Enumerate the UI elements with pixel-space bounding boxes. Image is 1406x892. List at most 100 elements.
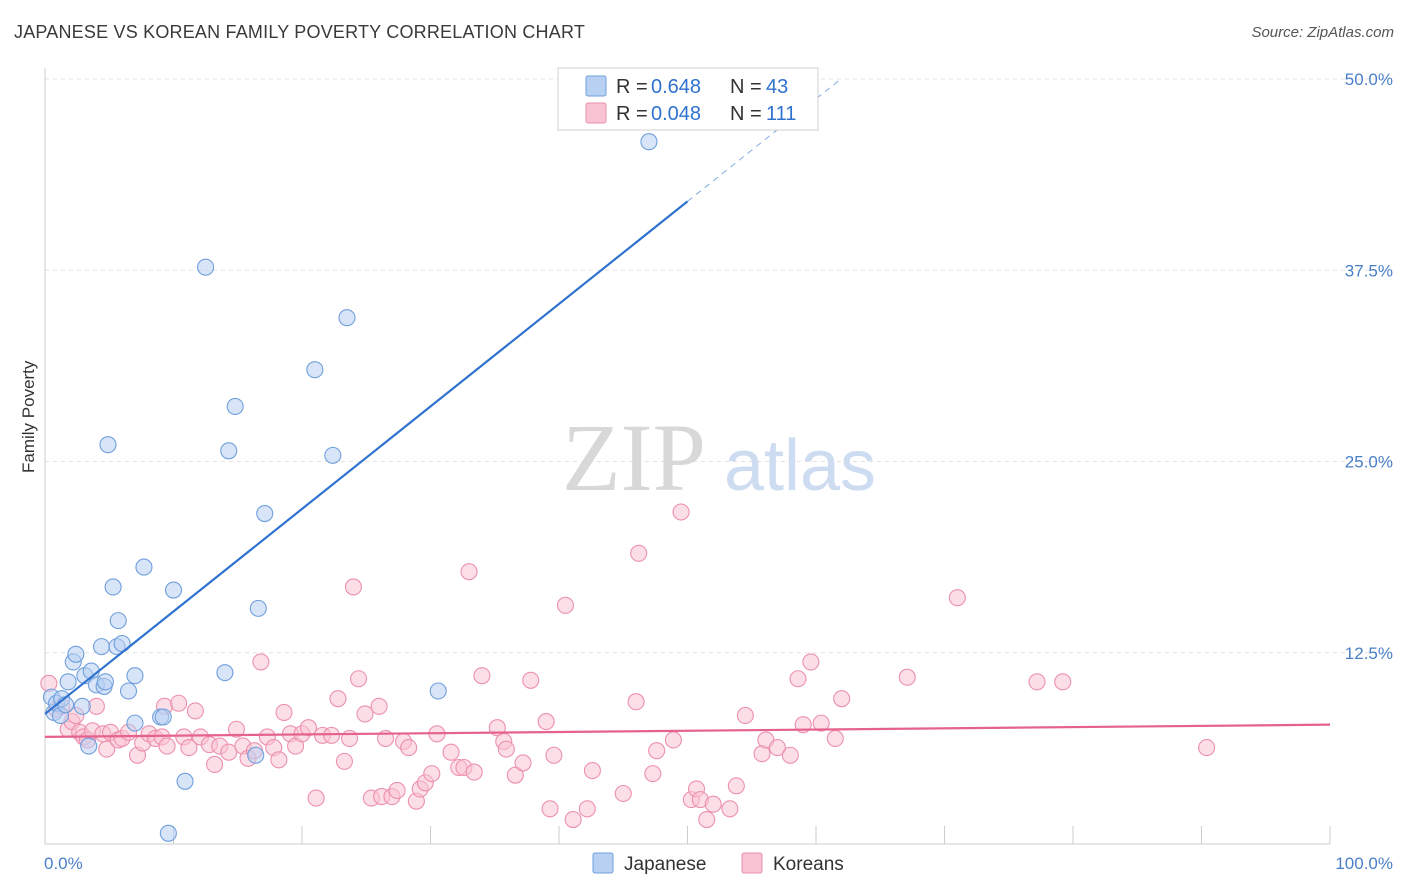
korean-point-50 bbox=[335, 752, 353, 770]
japanese-point-33 bbox=[226, 397, 244, 415]
japanese-point-40 bbox=[429, 682, 447, 700]
japanese-r-value: 0.648 bbox=[651, 76, 701, 98]
japanese-n-value: 43 bbox=[766, 76, 788, 98]
japanese-point-25 bbox=[135, 558, 153, 576]
korean-point-68 bbox=[442, 743, 460, 761]
korean-point-89 bbox=[630, 544, 648, 562]
korean-point-80 bbox=[537, 713, 555, 731]
japanese-legend-swatch bbox=[585, 75, 607, 97]
korean-point-110 bbox=[833, 690, 851, 708]
korean-point-51 bbox=[340, 729, 359, 747]
korean-point-54 bbox=[356, 705, 374, 723]
korean-legend-swatch bbox=[585, 102, 607, 124]
series-legend: Japanese Koreans bbox=[592, 852, 844, 875]
korean-point-104 bbox=[768, 739, 787, 757]
korean-point-41 bbox=[275, 703, 293, 721]
korean-point-49 bbox=[329, 690, 347, 708]
korean-point-108 bbox=[812, 714, 830, 732]
watermark: ZIP atlas bbox=[562, 404, 876, 511]
korean-point-77 bbox=[506, 766, 524, 784]
korean-point-91 bbox=[648, 742, 666, 760]
korean-r-label: R = bbox=[616, 103, 648, 125]
korean-point-114 bbox=[1198, 739, 1216, 757]
korean-point-113 bbox=[1054, 673, 1072, 691]
y-tick-label-3: 50.0% bbox=[1345, 70, 1393, 89]
korean-point-0 bbox=[40, 674, 58, 692]
korean-point-90 bbox=[644, 765, 662, 783]
korean-point-66 bbox=[423, 765, 441, 783]
korean-point-84 bbox=[564, 810, 582, 829]
japanese-bottom-swatch bbox=[592, 852, 614, 874]
japanese-point-42 bbox=[159, 824, 177, 842]
korean-point-87 bbox=[614, 784, 632, 803]
korean-point-12 bbox=[98, 740, 116, 758]
tick-labels: 12.5% 25.0% 37.5% 50.0% 0.0% 100.0% bbox=[44, 70, 1393, 873]
korean-point-46 bbox=[307, 789, 325, 807]
korean-point-85 bbox=[578, 800, 596, 818]
korean-point-82 bbox=[545, 746, 563, 764]
korean-point-116 bbox=[789, 670, 807, 688]
japanese-point-27 bbox=[154, 708, 172, 726]
korean-point-26 bbox=[180, 739, 198, 757]
chart-title: JAPANESE VS KOREAN FAMILY POVERTY CORREL… bbox=[14, 22, 586, 42]
japanese-point-9 bbox=[73, 697, 91, 715]
korean-bottom-swatch bbox=[741, 852, 763, 874]
korean-n-value: 111 bbox=[766, 103, 796, 125]
x-tick-label-1: 100.0% bbox=[1335, 854, 1393, 873]
korean-point-78 bbox=[514, 754, 532, 772]
korean-point-93 bbox=[672, 503, 690, 521]
korean-point-111 bbox=[898, 668, 916, 686]
korean-point-97 bbox=[698, 810, 716, 829]
japanese-n-label: N = bbox=[730, 76, 762, 98]
stats-legend: R = 0.648 N = 43 R = 0.048 N = 111 bbox=[557, 67, 819, 131]
korean-point-37 bbox=[252, 653, 270, 671]
grid-lines bbox=[45, 78, 1390, 654]
korean-point-62 bbox=[400, 739, 418, 757]
trend-lines bbox=[44, 77, 1331, 738]
japanese-point-35 bbox=[249, 599, 267, 617]
korean-legend-label: Koreans bbox=[773, 854, 844, 875]
korean-point-23 bbox=[158, 737, 176, 755]
korean-n-label: N = bbox=[730, 103, 762, 125]
japanese-point-6 bbox=[59, 673, 77, 691]
japanese-point-28 bbox=[164, 581, 183, 599]
japanese-point-32 bbox=[220, 442, 238, 460]
japanese-point-37 bbox=[306, 361, 324, 379]
korean-point-53 bbox=[349, 670, 368, 688]
korean-point-81 bbox=[541, 800, 559, 818]
korean-point-112 bbox=[1028, 673, 1046, 691]
korean-point-32 bbox=[220, 743, 238, 761]
japanese-trend-line bbox=[44, 200, 689, 715]
japanese-point-22 bbox=[119, 682, 138, 700]
y-tick-label-2: 37.5% bbox=[1345, 261, 1393, 280]
japanese-point-31 bbox=[216, 664, 234, 682]
japanese-point-39 bbox=[338, 309, 356, 327]
korean-point-83 bbox=[556, 596, 574, 614]
korean-point-48 bbox=[323, 726, 341, 744]
korean-point-24 bbox=[170, 694, 188, 712]
japanese-point-38 bbox=[324, 446, 342, 464]
korean-point-101 bbox=[736, 706, 754, 725]
japanese-point-24 bbox=[126, 714, 144, 732]
watermark-zip: ZIP bbox=[562, 404, 706, 511]
korean-point-52 bbox=[344, 578, 362, 596]
korean-point-45 bbox=[299, 719, 317, 737]
japanese-point-18 bbox=[104, 578, 122, 596]
x-tick-label-0: 0.0% bbox=[44, 854, 83, 873]
korean-point-100 bbox=[727, 777, 745, 795]
korean-point-56 bbox=[370, 697, 388, 715]
korean-point-72 bbox=[465, 763, 483, 781]
japanese-point-41 bbox=[640, 133, 658, 151]
korean-r-value: 0.048 bbox=[651, 103, 701, 125]
korean-point-92 bbox=[664, 731, 682, 749]
korean-points bbox=[40, 503, 1216, 829]
japanese-point-17 bbox=[99, 436, 117, 454]
korean-point-98 bbox=[704, 795, 722, 813]
korean-point-109 bbox=[826, 729, 844, 747]
korean-point-40 bbox=[270, 751, 288, 769]
japanese-point-5 bbox=[57, 696, 75, 714]
korean-trend-line bbox=[44, 723, 1331, 738]
y-tick-label-0: 12.5% bbox=[1345, 644, 1393, 663]
japanese-point-23 bbox=[126, 667, 144, 685]
